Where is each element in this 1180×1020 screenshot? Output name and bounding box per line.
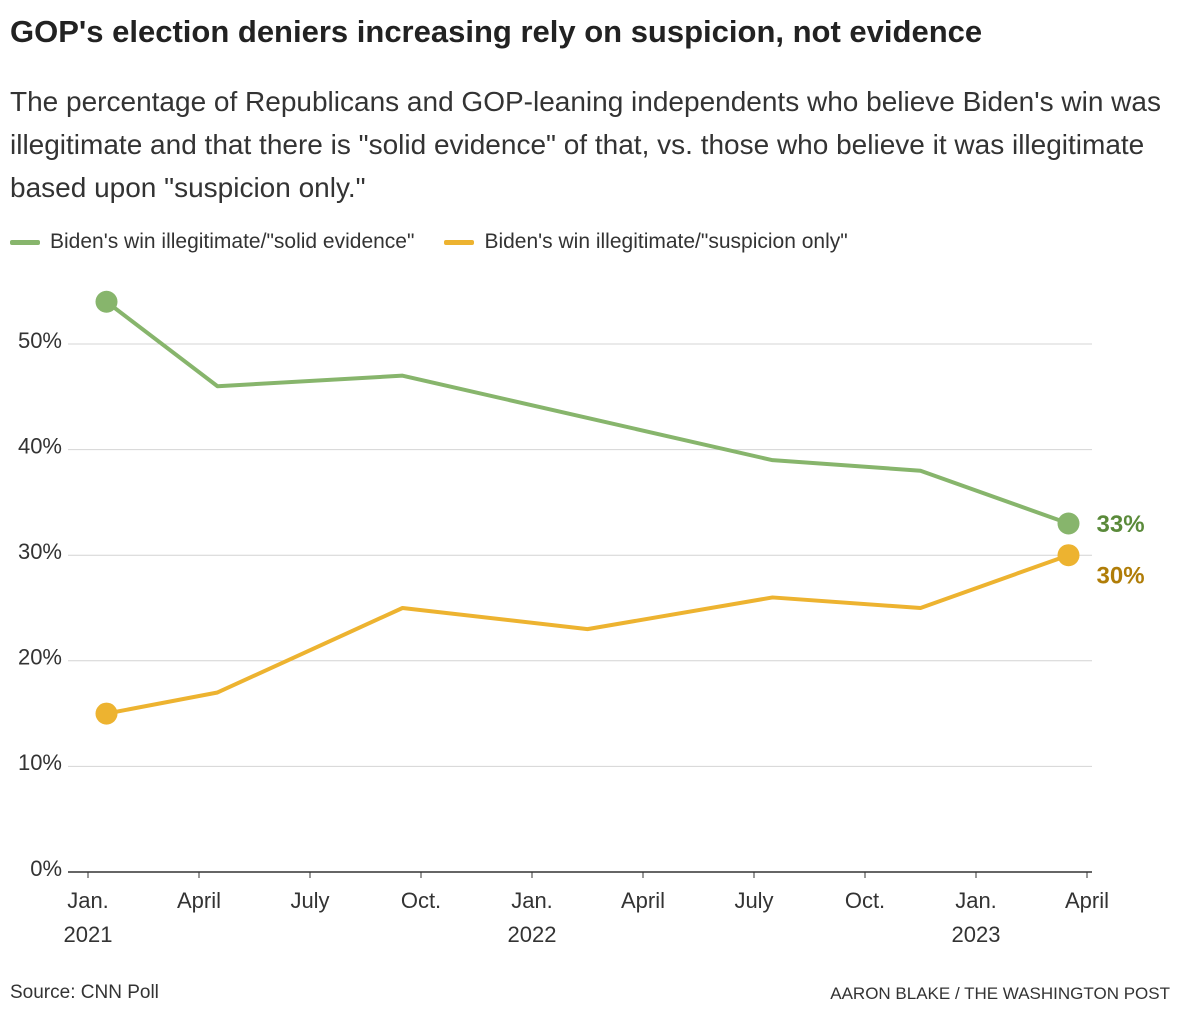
- source: Source: CNN Poll: [10, 982, 159, 1003]
- value-label: 33%: [1097, 511, 1145, 538]
- x-tick-label: April: [620, 888, 665, 913]
- y-tick-label: 40%: [18, 433, 62, 458]
- x-tick-label: April: [1064, 888, 1109, 913]
- credit: AARON BLAKE / THE WASHINGTON POST: [830, 984, 1170, 1003]
- end-point: [1057, 512, 1080, 535]
- x-tick-label: April: [176, 888, 221, 913]
- x-tick-label: Oct.: [844, 888, 886, 913]
- x-tick-label: July: [734, 888, 774, 913]
- legend-label: Biden's win illegitimate/"solid evidence…: [50, 230, 415, 253]
- x-tick-label: July: [290, 888, 330, 913]
- y-tick-label: 10%: [18, 750, 62, 775]
- value-label: 30%: [1097, 563, 1145, 590]
- end-point: [1057, 544, 1080, 567]
- end-point: [95, 702, 118, 725]
- x-tick-label: Oct.: [400, 888, 442, 913]
- x-tick-label: Jan. 2021: [63, 888, 113, 947]
- end-point: [95, 290, 118, 313]
- chart-subtitle: The percentage of Republicans and GOP-le…: [10, 86, 1161, 203]
- y-tick-label: 50%: [18, 328, 62, 353]
- series-line: [105, 300, 1070, 526]
- y-tick-label: 0%: [30, 856, 62, 881]
- series-line: [106, 553, 1070, 716]
- y-tick-label: 20%: [18, 645, 62, 670]
- y-tick-label: 30%: [18, 539, 62, 564]
- x-tick-label: Jan. 2022: [507, 888, 557, 947]
- legend-swatch: [444, 239, 475, 245]
- legend-swatch: [10, 239, 40, 245]
- chart-title: GOP's election deniers increasing rely o…: [10, 14, 983, 49]
- x-tick-label: Jan. 2023: [951, 888, 1001, 947]
- legend-label: Biden's win illegitimate/"suspicion only…: [484, 230, 848, 253]
- legend-item: Biden's win illegitimate/"solid evidence…: [10, 230, 414, 254]
- legend-item: Biden's win illegitimate/"suspicion only…: [444, 230, 848, 254]
